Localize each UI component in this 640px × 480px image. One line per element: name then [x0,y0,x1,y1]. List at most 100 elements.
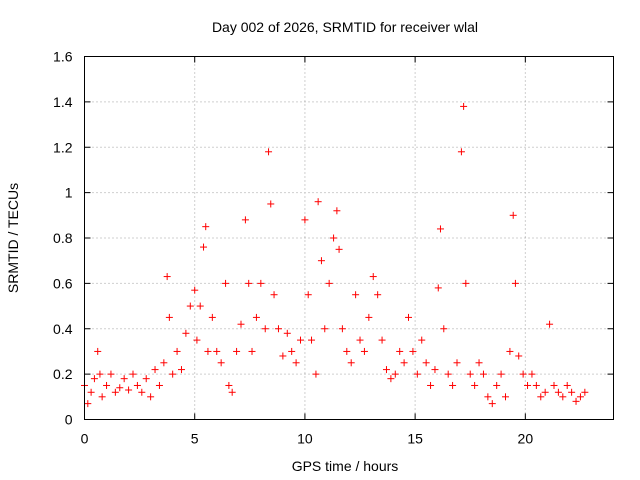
data-point [405,313,413,321]
data-point [479,370,487,378]
y-tick-label: 1 [65,185,73,201]
y-tick-label: 0.4 [53,321,73,337]
data-point [511,279,519,287]
data-point [116,384,124,392]
data-point [107,370,115,378]
data-point [409,347,417,355]
data-point [382,366,390,374]
data-point [312,370,320,378]
data-point [387,375,395,383]
data-point [270,291,278,299]
y-tick-label: 0.8 [53,230,73,246]
data-point [237,320,245,328]
data-point [546,320,554,328]
data-point [431,366,439,374]
data-point [142,375,150,383]
data-point [335,245,343,253]
data-point [90,375,98,383]
data-point [563,381,571,389]
data-point [434,284,442,292]
data-point [279,352,287,360]
data-point [111,388,119,396]
data-point [84,400,92,408]
y-tick-label: 0.2 [53,366,73,382]
data-point [204,347,212,355]
data-point [321,325,329,333]
data-point [493,381,501,389]
data-point [241,216,249,224]
data-point [581,388,589,396]
data-point [537,393,545,401]
data-point [352,291,360,299]
x-tick-label: 0 [81,431,89,447]
data-point [308,336,316,344]
data-point [497,370,505,378]
data-point [133,381,141,389]
data-point [267,200,275,208]
data-point [261,325,269,333]
data-point [378,336,386,344]
y-tick-label: 1.6 [53,49,73,65]
x-tick-label: 20 [518,431,534,447]
data-point [252,313,260,321]
y-tick-label: 0.6 [53,275,73,291]
data-point [125,386,133,394]
data-point [160,359,168,367]
data-point [524,381,532,389]
data-point [501,393,509,401]
data-point [422,359,430,367]
data-point [103,381,111,389]
data-point [317,257,325,265]
data-point [200,243,208,251]
data-point [576,393,584,401]
x-axis-label: GPS time / hours [292,458,399,474]
data-point [297,336,305,344]
data-point [347,359,355,367]
data-point [191,286,199,294]
data-point [338,325,346,333]
y-axis-label: SRMTID / TECUs [5,183,21,293]
data-point [228,388,236,396]
data-point [169,370,177,378]
chart-title: Day 002 of 2026, SRMTID for receiver wla… [212,19,478,35]
data-point [360,347,368,355]
data-point [292,359,300,367]
data-point [427,381,435,389]
data-point [343,347,351,355]
data-point [151,366,159,374]
data-point [265,148,273,156]
data-point [488,400,496,408]
data-point [400,359,408,367]
data-point [314,198,322,206]
data-point [374,291,382,299]
data-point [120,375,128,383]
data-point [568,388,576,396]
data-point [248,347,256,355]
y-tick-label: 1.4 [53,94,73,110]
data-point [257,279,265,287]
data-point [572,397,580,405]
data-point [462,279,470,287]
data-point [356,336,364,344]
data-point [460,102,468,110]
data-point [288,347,296,355]
x-tick-label: 15 [407,431,423,447]
data-point [396,347,404,355]
data-point [541,388,549,396]
data-point [301,216,309,224]
y-tick-label: 1.2 [53,139,73,155]
data-point [304,291,312,299]
data-point [274,325,282,333]
data-point [186,302,194,310]
data-point [515,352,523,360]
data-point [365,313,373,321]
data-point [208,313,216,321]
data-point [177,366,185,374]
data-point [245,279,253,287]
data-point [436,225,444,233]
data-point [225,381,233,389]
grid-lines [84,56,614,420]
data-point [325,279,333,287]
data-point [155,381,163,389]
